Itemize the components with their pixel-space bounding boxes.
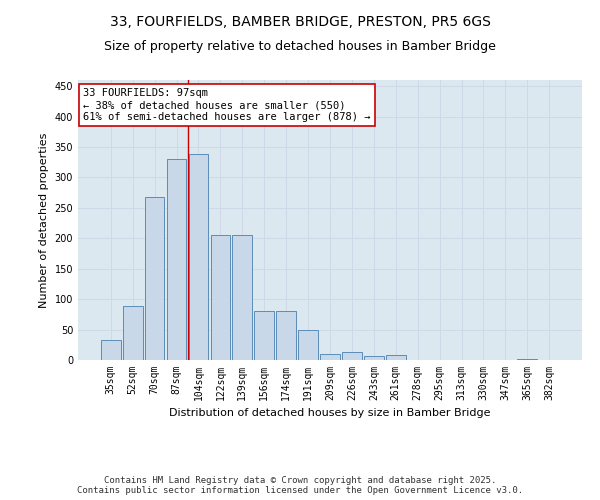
Bar xyxy=(342,352,362,360)
Bar xyxy=(101,340,121,360)
Bar xyxy=(298,330,318,360)
Bar xyxy=(517,359,537,360)
Bar xyxy=(320,354,340,360)
Text: 33 FOURFIELDS: 97sqm
← 38% of detached houses are smaller (550)
61% of semi-deta: 33 FOURFIELDS: 97sqm ← 38% of detached h… xyxy=(83,88,371,122)
Text: 33, FOURFIELDS, BAMBER BRIDGE, PRESTON, PR5 6GS: 33, FOURFIELDS, BAMBER BRIDGE, PRESTON, … xyxy=(110,15,490,29)
Bar xyxy=(123,306,143,360)
Bar xyxy=(145,198,164,360)
Bar xyxy=(386,355,406,360)
Bar xyxy=(188,154,208,360)
Bar xyxy=(276,312,296,360)
X-axis label: Distribution of detached houses by size in Bamber Bridge: Distribution of detached houses by size … xyxy=(169,408,491,418)
Bar xyxy=(167,159,187,360)
Bar xyxy=(254,312,274,360)
Text: Contains HM Land Registry data © Crown copyright and database right 2025.
Contai: Contains HM Land Registry data © Crown c… xyxy=(77,476,523,495)
Bar xyxy=(211,235,230,360)
Bar xyxy=(232,235,252,360)
Y-axis label: Number of detached properties: Number of detached properties xyxy=(39,132,49,308)
Text: Size of property relative to detached houses in Bamber Bridge: Size of property relative to detached ho… xyxy=(104,40,496,53)
Bar xyxy=(364,356,384,360)
